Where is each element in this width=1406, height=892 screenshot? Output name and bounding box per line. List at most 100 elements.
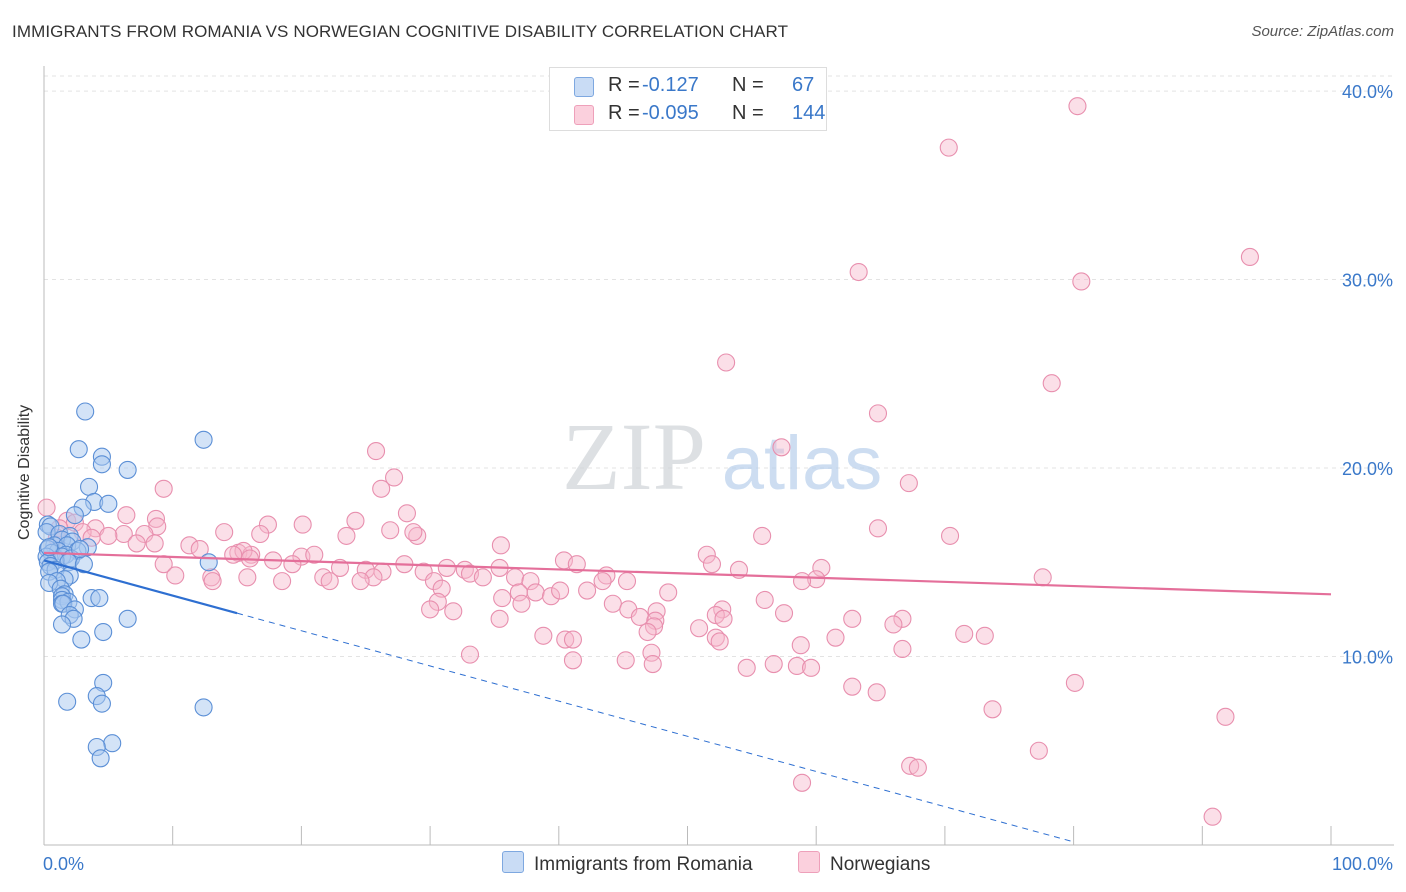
source-credit: Source: ZipAtlas.com xyxy=(1251,23,1394,40)
norwegians-point xyxy=(983,700,1002,719)
norwegians-point xyxy=(320,572,339,591)
norwegians-point xyxy=(404,523,423,542)
norwegians-point xyxy=(99,526,118,545)
romania-point xyxy=(94,622,113,642)
norwegians-point xyxy=(424,572,444,591)
norwegians-point xyxy=(305,545,324,564)
norwegians-point xyxy=(385,468,404,487)
romania-point xyxy=(199,553,218,572)
y-tick-label: 20.0% xyxy=(1342,459,1393,479)
bottom-legend-label-norwegians: Norwegians xyxy=(830,854,931,875)
norwegians-point xyxy=(826,628,845,647)
norwegians-point xyxy=(251,524,270,544)
norwegians-point xyxy=(940,526,960,545)
norwegians-point xyxy=(812,558,831,577)
norwegians-point xyxy=(697,545,716,564)
norwegians-point xyxy=(849,262,868,282)
norwegians-point xyxy=(145,534,164,553)
romania-point xyxy=(52,615,72,634)
romania-point xyxy=(92,694,111,713)
norwegians-point xyxy=(1072,272,1091,291)
romania-point xyxy=(76,402,95,421)
norwegians-point xyxy=(203,572,222,591)
norwegians-point xyxy=(647,602,666,621)
norwegians-point xyxy=(397,504,416,523)
norwegians-point xyxy=(224,545,243,564)
norwegians-point xyxy=(258,515,277,534)
y-tick-label: 10.0% xyxy=(1342,648,1393,668)
legend-n-label: N = xyxy=(732,74,764,96)
romania-point xyxy=(194,698,213,717)
norwegians-point xyxy=(638,622,657,642)
romania-point xyxy=(72,630,91,649)
norwegians-point xyxy=(593,572,612,591)
norwegians-point xyxy=(975,626,994,645)
norwegians-point xyxy=(421,600,440,619)
norwegians-point xyxy=(437,558,456,577)
norwegians-point xyxy=(764,655,783,674)
norwegians-point xyxy=(1033,568,1052,587)
romania-point xyxy=(58,692,77,711)
norwegians-point xyxy=(114,524,133,544)
norwegians-point xyxy=(772,438,791,457)
norwegians-point xyxy=(346,511,365,530)
axes xyxy=(43,66,1394,846)
legend-swatch-norwegians xyxy=(574,105,594,125)
norwegians-point xyxy=(630,607,649,626)
norwegians-point xyxy=(493,589,512,608)
romania-point xyxy=(40,538,59,557)
norwegians-point xyxy=(512,594,531,613)
norwegians-point xyxy=(330,558,350,577)
norwegians-point xyxy=(867,683,886,702)
bottom-legend-norwegians[interactable]: Norwegians xyxy=(798,851,930,876)
bottom-legend-swatch-norwegians xyxy=(798,851,820,873)
norwegians-point xyxy=(180,536,199,555)
romania-point xyxy=(65,506,84,525)
norwegians-point xyxy=(884,615,903,634)
norwegians-point xyxy=(366,442,386,461)
bottom-legend-romania[interactable]: Immigrants from Romania xyxy=(502,851,753,876)
norwegians-point xyxy=(1065,673,1084,692)
norwegians-point xyxy=(551,581,570,600)
legend-r-value: -0.095 xyxy=(642,102,699,124)
norwegians-point xyxy=(460,645,480,664)
romania-point xyxy=(79,477,99,496)
legend-r-label: R = xyxy=(608,74,640,96)
norwegians-point xyxy=(908,758,927,777)
romania-point xyxy=(99,494,118,513)
norwegians-point xyxy=(868,404,888,423)
x-tick-label-left: 0.0% xyxy=(43,854,84,874)
norwegians-point xyxy=(372,479,391,498)
bottom-legend-label-romania: Immigrants from Romania xyxy=(534,854,753,875)
norwegians-point xyxy=(791,636,810,655)
norwegians-point xyxy=(578,581,597,600)
norwegians-point xyxy=(505,568,525,587)
norwegians-point xyxy=(1042,374,1061,393)
romania-point xyxy=(92,455,111,474)
watermark-atlas: atlas xyxy=(722,421,883,506)
norwegians-point xyxy=(737,658,756,677)
norwegians-point xyxy=(473,568,492,587)
norwegians-point xyxy=(753,526,772,545)
y-tick-label: 40.0% xyxy=(1342,82,1393,102)
norwegians-point xyxy=(643,655,662,674)
norwegians-point xyxy=(428,592,447,611)
norwegians-point xyxy=(714,609,733,628)
romania-point xyxy=(103,734,122,753)
romania-trend-extension xyxy=(236,612,1074,843)
legend-r-value: -0.127 xyxy=(642,74,699,96)
norwegians-point xyxy=(563,630,583,649)
norwegians-point xyxy=(792,572,812,591)
romania-point xyxy=(194,430,213,449)
y-tick-label: 30.0% xyxy=(1342,271,1393,291)
norwegians-point xyxy=(710,632,729,651)
norwegians-point xyxy=(899,474,918,493)
norwegians-point xyxy=(534,626,553,645)
norwegians-point xyxy=(792,773,812,792)
norwegians-point xyxy=(717,353,736,372)
norwegians-point xyxy=(567,555,586,574)
legend-n-value: 144 xyxy=(792,102,826,124)
chart-title: IMMIGRANTS FROM ROMANIA VS NORWEGIAN COG… xyxy=(12,22,789,41)
watermark-zip: ZIP xyxy=(562,403,706,510)
